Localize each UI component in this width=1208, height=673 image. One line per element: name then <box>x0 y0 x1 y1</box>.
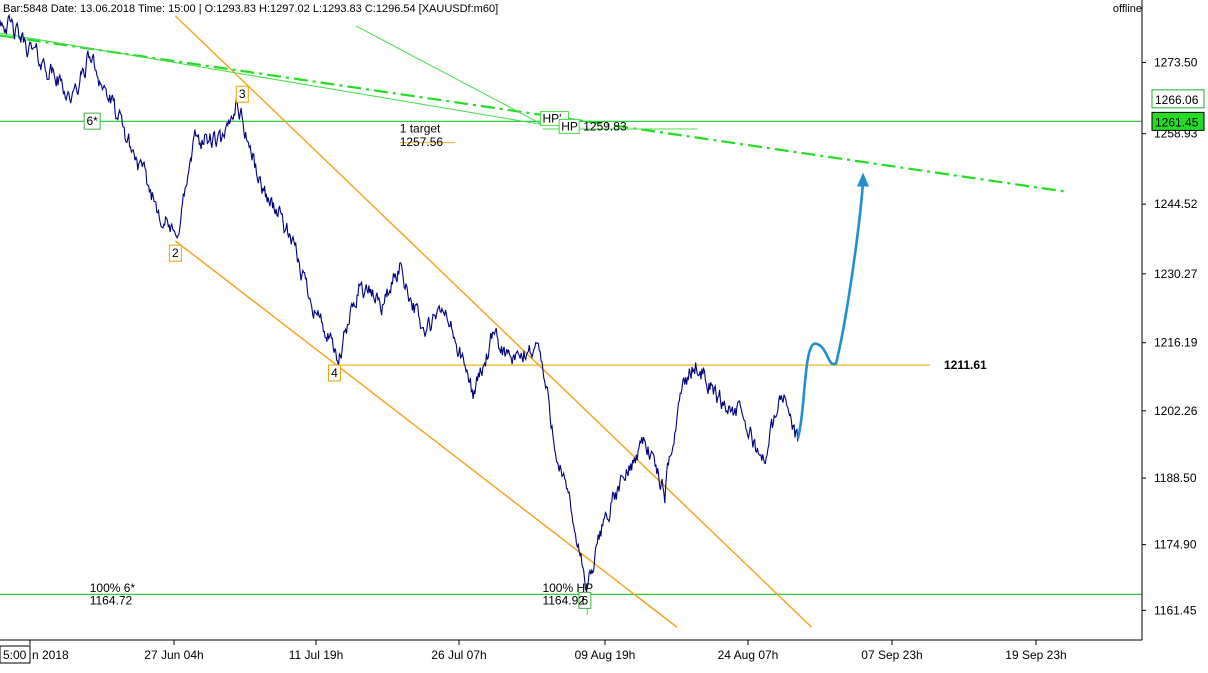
x-tick-label-6: 07 Sep 23h <box>861 648 922 662</box>
x-tick-label-0: n 2018 <box>32 648 69 662</box>
forecast-path <box>796 172 870 440</box>
annotation-5: 100% 6* <box>90 581 136 595</box>
wave-label-box-0 <box>83 112 101 130</box>
wave-labels: 6* 2 3 4 6 <box>83 85 592 609</box>
y-tick-label-6: 1188.50 <box>1154 471 1197 485</box>
y-axis-ticks: 1273.501258.931244.521230.271216.191202.… <box>1142 55 1198 617</box>
y-tick-label-8: 1161.45 <box>1154 603 1197 617</box>
wave-label-box-2 <box>235 85 249 103</box>
annotation-7: 100% HP <box>542 581 593 595</box>
wave-label-2: 3 <box>239 87 246 101</box>
x-axis-ticks: n 2018 27 Jun 04h 11 Jul 19h 26 Jul 07h 09 A… <box>0 640 1067 664</box>
level-label-0: 1211.61 <box>944 358 987 372</box>
wave-label-1: 2 <box>172 246 179 260</box>
y-tick-label-3: 1230.27 <box>1154 267 1198 281</box>
price-tag-box-1 <box>1151 111 1205 131</box>
y-tick-label-5: 1202.26 <box>1154 404 1198 418</box>
price-series <box>0 13 799 593</box>
x-tick-label-3: 26 Jul 07h <box>431 648 486 662</box>
x-cursor-time-box <box>0 645 31 664</box>
annotation-4: 1259.83 <box>583 119 627 133</box>
wave-label-box-3 <box>327 364 341 382</box>
y-tick-label-7: 1174.90 <box>1154 538 1197 552</box>
price-line <box>0 13 799 593</box>
x-tick-label-7: 19 Sep 23h <box>1005 648 1066 662</box>
annotation-0: 1 target <box>400 121 441 135</box>
wave-label-4: 6 <box>582 593 589 607</box>
wave-label-0: 6* <box>87 114 99 128</box>
wave-label-box-4 <box>578 591 592 609</box>
axes <box>0 0 1143 641</box>
annotation-box-3 <box>558 118 580 134</box>
connection-status: offline <box>1112 3 1142 15</box>
trendline-channel-lower <box>174 240 678 628</box>
forecast-arrowhead <box>857 172 870 187</box>
wave-label-box-1 <box>168 244 182 262</box>
price-tags: 1266.06 1261.45 <box>1151 89 1205 131</box>
y-tick-label-4: 1216.19 <box>1154 336 1198 350</box>
x-tick-label-5: 24 Aug 07h <box>718 648 779 662</box>
trendline-hp-line-2 <box>355 25 543 125</box>
y-tick-label-0: 1273.50 <box>1154 55 1198 69</box>
trendline-channel-upper <box>174 15 813 628</box>
annotation-1: 1257.56 <box>400 135 444 149</box>
annotation-8: 1164.92 <box>542 594 585 608</box>
wave-label-3: 4 <box>331 366 338 380</box>
annotation-2: HP' <box>542 112 561 126</box>
annotation-6: 1164.72 <box>90 594 133 608</box>
bar-info-readout: Bar:5848 Date: 13.06.2018 Time: 15:00 | … <box>3 3 499 15</box>
trendline-long-dashdot <box>0 34 1069 194</box>
trendline-hp-line-1 <box>0 32 543 126</box>
y-tick-label-2: 1244.52 <box>1154 197 1198 211</box>
price-tag-box-0 <box>1151 89 1205 109</box>
price-tag-0: 1266.06 <box>1155 93 1199 107</box>
annotation-3: HP <box>561 119 578 133</box>
x-tick-label-1: 27 Jun 04h <box>144 648 203 662</box>
forecast-curve <box>796 182 865 440</box>
x-tick-label-2: 11 Jul 19h <box>289 648 344 662</box>
price-tag-1: 1261.45 <box>1155 115 1199 129</box>
x-tick-label-4: 09 Aug 19h <box>575 648 636 662</box>
x-cursor-time-label: 5:00 <box>3 648 27 662</box>
